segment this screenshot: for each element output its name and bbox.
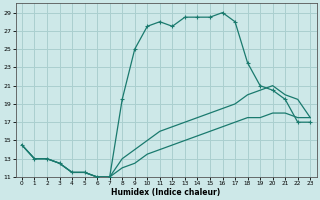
X-axis label: Humidex (Indice chaleur): Humidex (Indice chaleur) [111, 188, 221, 197]
